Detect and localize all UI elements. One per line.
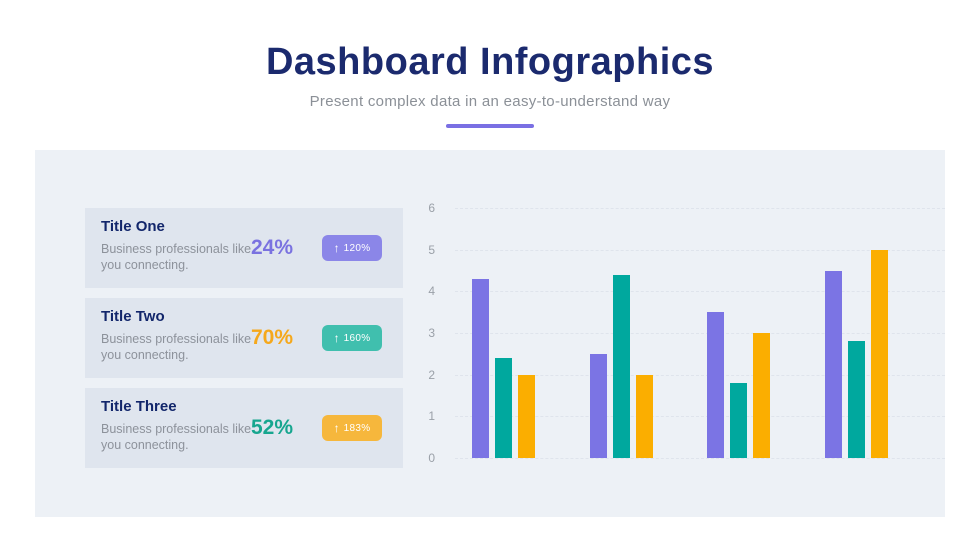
page-subtitle: Present complex data in an easy-to-under… — [309, 92, 671, 110]
arrow-up-icon: ↑ — [333, 241, 340, 255]
y-axis-tick-label: 4 — [428, 284, 435, 299]
bar-purple-group3 — [707, 312, 725, 458]
stat-card: Title Two Business professionals like yo… — [85, 298, 403, 378]
arrow-up-icon: ↑ — [333, 421, 340, 435]
trend-badge: ↑ 183% — [322, 415, 382, 441]
trend-badge: ↑ 160% — [322, 325, 382, 351]
bar-group-3 — [707, 208, 771, 458]
trend-badge: ↑ 120% — [322, 235, 382, 261]
gridline — [455, 458, 945, 459]
card-percent: 70% — [251, 326, 294, 349]
stat-card-list: Title One Business professionals like yo… — [85, 208, 403, 478]
y-axis-tick-label: 6 — [428, 201, 435, 215]
bar-group-1 — [472, 208, 535, 458]
dashboard-panel: Title One Business professionals like yo… — [35, 150, 945, 517]
bar-purple-group4 — [824, 270, 842, 458]
card-title: Title One — [101, 218, 165, 235]
card-description: Business professionals like you connecti… — [101, 332, 252, 362]
bar-teal-group3 — [730, 383, 748, 458]
y-axis-tick-label: 0 — [428, 451, 435, 465]
grouped-bar-chart: 0 1 2 3 4 5 6 — [405, 201, 945, 474]
page-title: Dashboard Infographics — [265, 41, 715, 83]
card-percent: 24% — [251, 236, 294, 259]
card-description: Business professionals like you connecti… — [101, 242, 252, 272]
arrow-up-icon: ↑ — [333, 331, 340, 345]
bar-amber-group1 — [518, 374, 535, 458]
bar-teal-group2 — [612, 274, 630, 458]
trend-badge-value: 120% — [343, 242, 371, 254]
card-title: Title Three — [101, 398, 177, 415]
bar-amber-group4 — [870, 249, 888, 458]
bar-teal-group4 — [847, 341, 865, 458]
y-axis: 0 1 2 3 4 5 6 — [405, 201, 435, 465]
y-axis-tick-label: 5 — [428, 242, 435, 257]
stat-card: Title One Business professionals like yo… — [85, 208, 403, 288]
y-axis-tick-label: 1 — [428, 409, 435, 424]
card-title: Title Two — [101, 308, 165, 325]
trend-badge-value: 160% — [343, 332, 371, 344]
bar-group-2 — [589, 208, 653, 458]
bar-purple-group1 — [472, 278, 489, 458]
bar-purple-group2 — [589, 353, 607, 458]
header: Dashboard Infographics Present complex d… — [0, 0, 980, 128]
card-percent: 52% — [251, 416, 294, 439]
bar-teal-group1 — [495, 358, 512, 458]
stat-card: Title Three Business professionals like … — [85, 388, 403, 468]
card-description: Business professionals like you connecti… — [101, 422, 252, 452]
title-underline-divider — [446, 123, 534, 128]
y-axis-tick-label: 3 — [428, 326, 435, 340]
trend-badge-value: 183% — [343, 422, 371, 434]
bar-group-4 — [824, 208, 888, 458]
bar-amber-group3 — [753, 333, 771, 458]
bar-amber-group2 — [635, 374, 653, 458]
plot-area — [455, 208, 945, 459]
y-axis-tick-label: 2 — [428, 367, 435, 382]
